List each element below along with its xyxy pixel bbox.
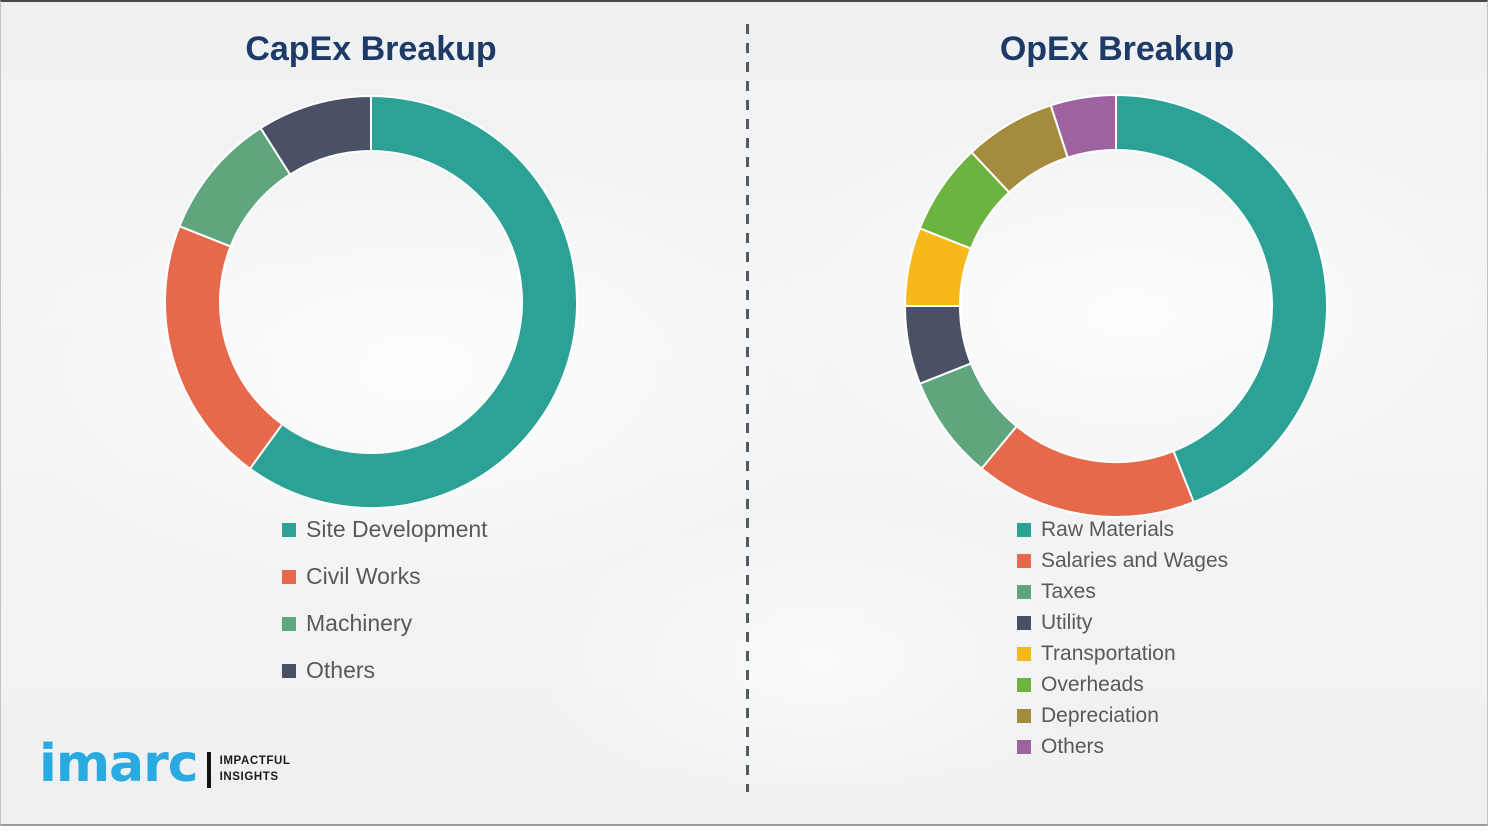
legend-label-transportation: Transportation: [1041, 642, 1176, 665]
donut-segment-others: [1049, 94, 1117, 159]
legend-swatch-others: [282, 663, 296, 678]
legend-swatch-civil-works: [282, 569, 296, 584]
vertical-dashed-divider: [746, 24, 749, 792]
legend-label-civil-works: Civil Works: [306, 563, 421, 589]
legend-label-site-development: Site Development: [306, 516, 488, 542]
legend-label-utility: Utility: [1041, 611, 1093, 634]
opex-chart-title: OpEx Breakup: [999, 30, 1235, 68]
donut-segment-civil-works: [164, 225, 284, 470]
legend-item-overheads: Overheads: [1017, 673, 1228, 697]
donut-segment-salaries-and-wages: [980, 425, 1195, 518]
donut-segment-site-development: [248, 95, 578, 509]
legend-item-depreciation: Depreciation: [1017, 704, 1228, 728]
legend-swatch-taxes: [1017, 585, 1031, 599]
legend-item-utility: Utility: [1017, 611, 1228, 635]
legend-swatch-salaries-and-wages: [1017, 554, 1031, 568]
legend-item-raw-materials: Raw Materials: [1017, 518, 1228, 542]
legend-label-depreciation: Depreciation: [1041, 704, 1159, 727]
legend-item-site-development: Site Development: [282, 516, 488, 543]
imarc-logo: imarc IMPACTFUL INSIGHTS: [39, 734, 291, 794]
legend-swatch-overheads: [1017, 678, 1031, 692]
legend-label-taxes: Taxes: [1041, 580, 1096, 603]
legend-swatch-site-development: [282, 522, 296, 537]
legend-item-salaries-and-wages: Salaries and Wages: [1017, 549, 1228, 573]
logo-tagline-line1: IMPACTFUL: [219, 755, 291, 768]
legend-label-salaries-and-wages: Salaries and Wages: [1041, 549, 1229, 572]
capex-chart-title: CapEx Breakup: [245, 30, 497, 68]
legend-swatch-transportation: [1017, 647, 1031, 661]
legend-label-machinery: Machinery: [306, 610, 413, 636]
donut-segment-others: [259, 95, 372, 176]
donut-segment-raw-materials: [1115, 94, 1328, 504]
legend-label-others: Others: [1041, 735, 1105, 758]
legend-swatch-utility: [1017, 616, 1031, 630]
capex-donut-chart: [164, 95, 578, 509]
legend-label-overheads: Overheads: [1041, 673, 1144, 696]
capex-legend: Site Development Civil Works Machinery Othe…: [282, 516, 488, 704]
legend-item-machinery: Machinery: [282, 610, 488, 637]
opex-legend: Raw Materials Salaries and Wages Taxes Util…: [1017, 518, 1228, 766]
legend-swatch-machinery: [282, 616, 296, 631]
logo-tagline-line2: INSIGHTS: [219, 770, 279, 783]
legend-swatch-others: [1017, 740, 1031, 754]
legend-label-raw-materials: Raw Materials: [1041, 518, 1175, 541]
logo-separator-bar: [206, 751, 211, 788]
legend-item-others: Others: [1017, 735, 1228, 759]
legend-swatch-raw-materials: [1017, 523, 1031, 537]
legend-item-taxes: Taxes: [1017, 580, 1228, 604]
logo-tagline: IMPACTFUL INSIGHTS: [220, 754, 291, 785]
legend-item-others: Others: [282, 657, 488, 684]
legend-item-civil-works: Civil Works: [282, 563, 488, 590]
imarc-wordmark: imarc: [39, 734, 199, 794]
legend-label-others: Others: [306, 657, 376, 683]
legend-swatch-depreciation: [1017, 709, 1031, 723]
opex-donut-chart: [904, 94, 1328, 518]
legend-item-transportation: Transportation: [1017, 642, 1228, 666]
